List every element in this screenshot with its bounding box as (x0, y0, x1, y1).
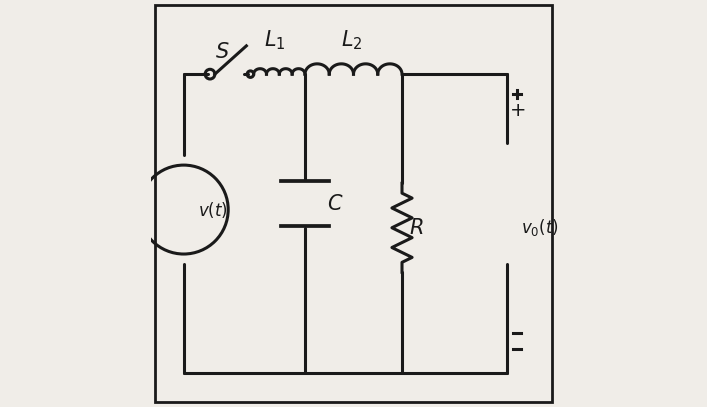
Text: $+$: $+$ (509, 101, 525, 120)
Text: $v(t)$: $v(t)$ (198, 199, 228, 219)
Text: $R$: $R$ (409, 218, 423, 238)
Text: $L_2$: $L_2$ (341, 28, 362, 52)
Text: $v_0(t)$: $v_0(t)$ (521, 217, 559, 238)
Text: $L_1$: $L_1$ (264, 28, 286, 52)
Text: $C$: $C$ (327, 193, 344, 214)
Text: $S$: $S$ (215, 42, 230, 62)
